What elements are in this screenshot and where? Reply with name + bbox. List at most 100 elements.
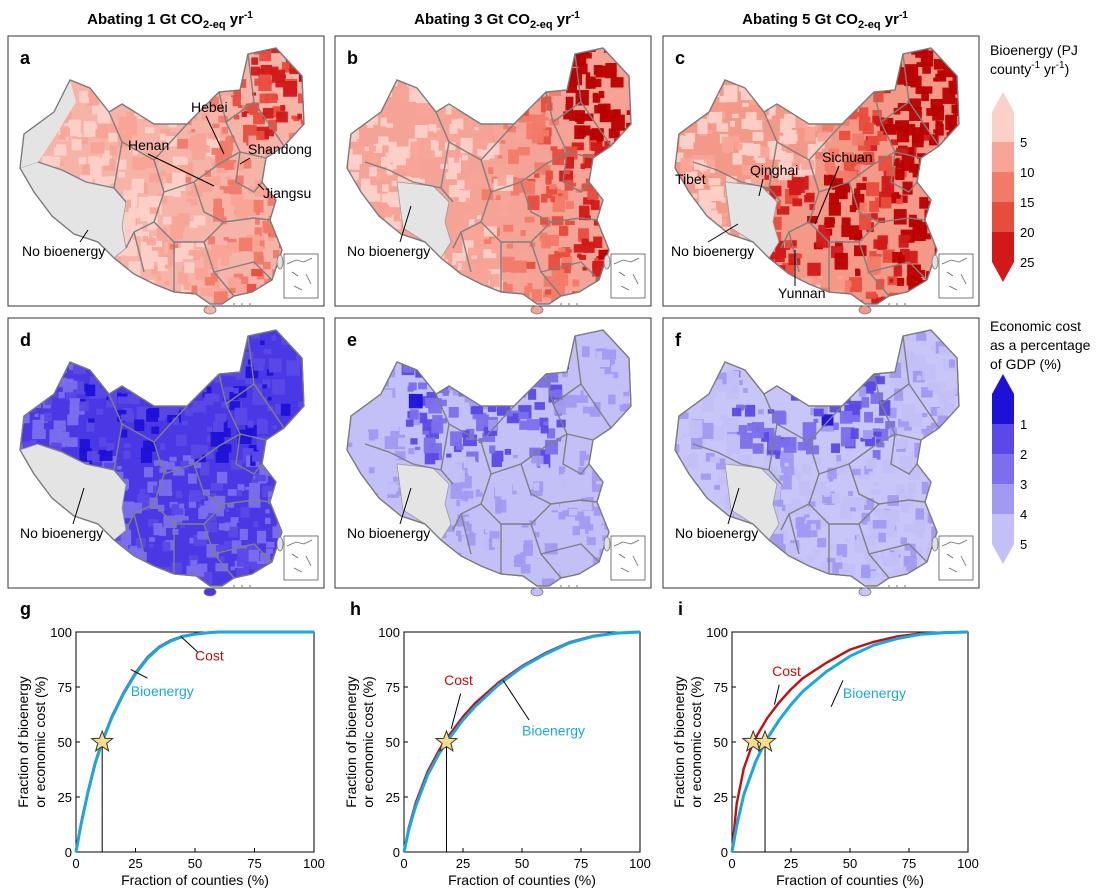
county-cell bbox=[910, 75, 922, 88]
county-cell bbox=[598, 343, 603, 348]
county-cell bbox=[792, 198, 803, 207]
county-cell bbox=[248, 135, 260, 148]
county-cell bbox=[227, 489, 237, 496]
county-cell bbox=[506, 410, 513, 417]
county-cell bbox=[132, 156, 146, 171]
county-cell bbox=[935, 120, 940, 125]
county-cell bbox=[827, 467, 837, 480]
county-cell bbox=[129, 545, 138, 553]
county-cell bbox=[185, 176, 192, 183]
county-cell bbox=[93, 386, 100, 394]
county-cell bbox=[736, 425, 748, 435]
county-cell bbox=[749, 119, 763, 131]
county-cell bbox=[467, 247, 482, 257]
median-star-marker bbox=[90, 729, 114, 753]
province-border bbox=[364, 161, 454, 203]
county-cell bbox=[500, 210, 509, 217]
county-cell bbox=[265, 517, 271, 524]
county-cell bbox=[171, 562, 182, 573]
county-cell bbox=[915, 508, 925, 520]
county-cell bbox=[549, 118, 560, 126]
county-cell bbox=[856, 183, 867, 190]
leader-line bbox=[399, 205, 412, 243]
county-cell bbox=[540, 193, 548, 203]
county-cell bbox=[872, 449, 881, 460]
county-cell bbox=[248, 186, 258, 194]
county-cell bbox=[77, 133, 83, 140]
province-border bbox=[435, 111, 515, 161]
county-cell bbox=[153, 523, 163, 536]
county-cell bbox=[258, 232, 265, 241]
panel-letter-d: d bbox=[20, 330, 31, 350]
colorbar-top-arrow bbox=[992, 374, 1014, 394]
county-cell bbox=[826, 557, 836, 566]
county-cell bbox=[463, 434, 478, 447]
county-cell bbox=[476, 522, 484, 531]
county-cell bbox=[514, 274, 528, 286]
county-cell bbox=[814, 549, 820, 555]
county-cell bbox=[531, 134, 544, 144]
county-cell bbox=[220, 255, 230, 266]
county-cell bbox=[459, 474, 472, 489]
county-cell bbox=[498, 155, 503, 159]
county-cell bbox=[878, 532, 887, 543]
county-cell bbox=[904, 334, 910, 341]
county-cell bbox=[864, 465, 873, 475]
county-cell bbox=[452, 252, 466, 262]
province-border bbox=[163, 151, 267, 193]
inset-islands bbox=[286, 539, 313, 573]
county-cell bbox=[859, 107, 869, 120]
county-cell bbox=[608, 128, 620, 139]
province-border bbox=[133, 231, 145, 273]
y-tick-label: 0 bbox=[721, 845, 728, 860]
county-cell bbox=[880, 197, 892, 209]
county-cell bbox=[539, 505, 552, 520]
county-cell bbox=[248, 549, 260, 562]
county-cell bbox=[564, 169, 571, 175]
county-cell bbox=[791, 498, 802, 507]
county-cell bbox=[471, 255, 478, 260]
county-cell bbox=[163, 254, 173, 267]
county-cell bbox=[368, 467, 375, 474]
island-dot bbox=[560, 585, 562, 587]
province-border bbox=[108, 393, 188, 443]
county-cell bbox=[942, 382, 947, 389]
county-cell bbox=[530, 455, 544, 467]
leader-line bbox=[239, 157, 251, 165]
county-cell bbox=[286, 360, 300, 376]
county-cell bbox=[393, 476, 400, 482]
county-cell bbox=[381, 156, 391, 168]
county-cell bbox=[270, 48, 281, 54]
county-cell bbox=[807, 215, 818, 224]
x-tick-label: 50 bbox=[843, 856, 857, 871]
county-cell bbox=[200, 495, 206, 500]
county-cell bbox=[479, 538, 485, 543]
county-cell bbox=[435, 150, 443, 158]
label-no-bioenergy: No bioenergy bbox=[22, 243, 105, 259]
province-border bbox=[480, 503, 552, 525]
county-cell bbox=[723, 85, 738, 103]
county-cell bbox=[882, 556, 896, 567]
county-cell bbox=[903, 556, 917, 572]
island-dot bbox=[233, 303, 235, 305]
county-cell bbox=[172, 156, 185, 166]
county-cell bbox=[874, 376, 885, 385]
x-tick-label: 25 bbox=[456, 856, 470, 871]
colorbar-segment bbox=[992, 202, 1014, 232]
county-cell bbox=[861, 397, 870, 408]
county-cell bbox=[255, 473, 267, 482]
county-cell bbox=[747, 423, 755, 432]
county-cell bbox=[561, 256, 573, 268]
county-cell bbox=[570, 182, 577, 187]
taiwan-island bbox=[603, 536, 611, 552]
county-cell bbox=[54, 147, 67, 156]
column-title-3: Abating 5 Gt CO2-eq yr-1 bbox=[742, 10, 908, 31]
county-cell bbox=[579, 516, 591, 530]
county-cell bbox=[484, 560, 497, 576]
county-cell bbox=[750, 177, 763, 185]
y-tick-label: 100 bbox=[50, 625, 72, 640]
county-cell bbox=[366, 185, 378, 196]
